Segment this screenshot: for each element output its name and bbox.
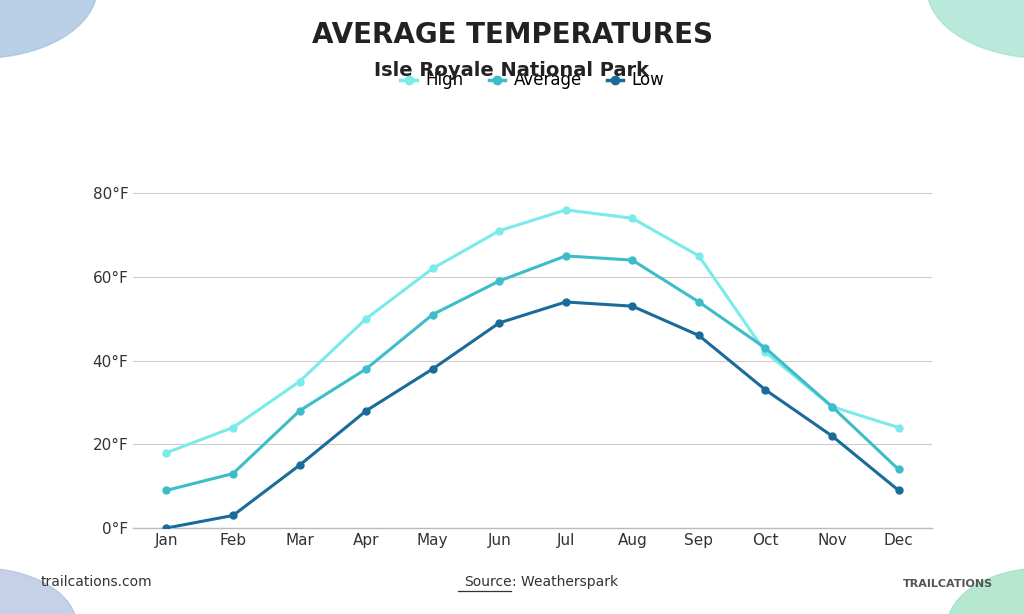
Text: Isle Royale National Park: Isle Royale National Park — [375, 61, 649, 80]
Text: TRAILCATIONS: TRAILCATIONS — [903, 580, 993, 589]
Legend: High, Average, Low: High, Average, Low — [394, 65, 671, 96]
Text: AVERAGE TEMPERATURES: AVERAGE TEMPERATURES — [311, 21, 713, 50]
Text: : Weatherspark: : Weatherspark — [512, 575, 618, 589]
Text: Source: Source — [464, 575, 512, 589]
Text: trailcations.com: trailcations.com — [41, 575, 153, 589]
